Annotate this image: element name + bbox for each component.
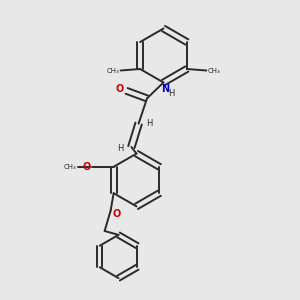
Text: O: O <box>82 162 91 172</box>
Text: CH₃: CH₃ <box>64 164 77 170</box>
Text: H: H <box>146 118 152 127</box>
Text: O: O <box>112 208 120 219</box>
Text: H: H <box>118 144 124 153</box>
Text: O: O <box>116 84 124 94</box>
Text: N: N <box>161 84 169 94</box>
Text: CH₃: CH₃ <box>208 68 220 74</box>
Text: H: H <box>168 89 174 98</box>
Text: CH₃: CH₃ <box>106 68 119 74</box>
